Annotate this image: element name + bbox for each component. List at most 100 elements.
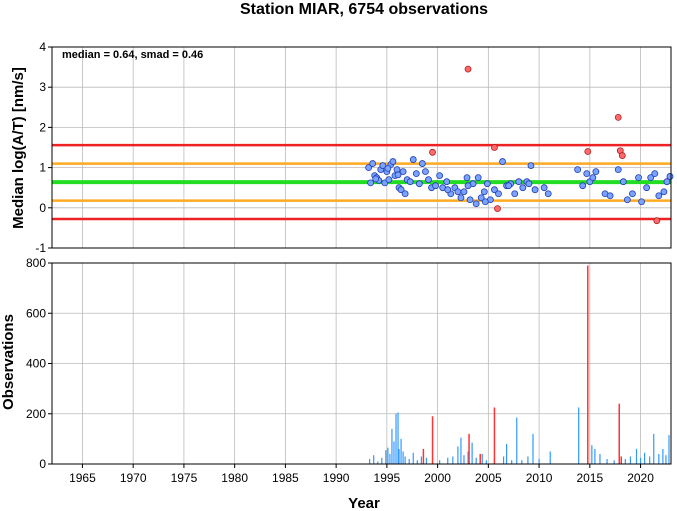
data-point xyxy=(666,173,674,180)
data-point xyxy=(443,178,451,186)
data-point xyxy=(589,174,597,182)
top-points xyxy=(365,65,674,225)
data-point xyxy=(647,174,655,182)
bottom-y-tick-label: 0 xyxy=(39,457,46,471)
data-point xyxy=(515,178,523,186)
top-y-tick-label: 3 xyxy=(39,80,46,94)
data-point xyxy=(505,182,513,190)
data-point xyxy=(472,200,480,208)
x-tick-label: 2015 xyxy=(576,471,603,485)
data-point xyxy=(525,180,533,188)
bottom-x-ticks: 1965 1970 1975 1980 1985 1990 1995 2000 2005 2010… xyxy=(69,464,654,485)
data-point xyxy=(635,174,642,182)
outlier-point xyxy=(429,148,436,156)
data-point xyxy=(527,162,535,169)
x-tick-label: 1965 xyxy=(69,471,96,485)
data-point xyxy=(460,188,468,196)
data-point xyxy=(409,156,417,163)
data-point xyxy=(412,170,420,178)
data-point xyxy=(495,190,502,198)
data-point xyxy=(474,174,482,182)
data-point xyxy=(629,190,636,198)
data-point xyxy=(422,168,429,176)
outlier-point xyxy=(464,65,472,73)
data-point xyxy=(660,188,668,196)
x-tick-label: 2020 xyxy=(627,471,654,485)
data-point xyxy=(367,179,375,187)
top-frame xyxy=(51,46,672,249)
data-point xyxy=(384,165,392,172)
outlier-point xyxy=(584,148,592,155)
data-point xyxy=(389,158,397,165)
data-point xyxy=(418,160,426,167)
bottom-y-tick-label: 400 xyxy=(26,357,46,371)
stats-annotation: median = 0.64, smad = 0.46 xyxy=(62,49,203,61)
data-point xyxy=(519,184,527,192)
data-point xyxy=(415,180,423,188)
data-point xyxy=(372,175,380,183)
data-point xyxy=(491,186,498,194)
data-point xyxy=(436,172,444,180)
top-y-tick-label: -1 xyxy=(35,241,46,255)
data-point xyxy=(379,162,387,169)
data-point xyxy=(619,178,627,186)
data-point xyxy=(544,190,552,198)
data-point xyxy=(477,194,485,202)
data-point xyxy=(638,198,645,206)
chart-title: Station MIAR, 6754 observations xyxy=(240,1,488,18)
data-point xyxy=(592,168,600,176)
bottom-y-axis-label: Observations xyxy=(0,314,17,410)
x-tick-label: 2010 xyxy=(526,471,553,485)
x-tick-label: 1980 xyxy=(221,471,248,485)
data-point xyxy=(643,184,651,192)
top-y-ticks: -1 0 1 2 3 4 xyxy=(35,40,52,255)
data-point xyxy=(394,171,402,179)
data-point xyxy=(385,176,393,184)
top-y-tick-label: 0 xyxy=(39,201,46,215)
bottom-y-tick-label: 800 xyxy=(26,256,46,270)
top-y-tick-label: 1 xyxy=(39,161,46,175)
data-point xyxy=(432,182,439,190)
data-point xyxy=(365,164,373,172)
outlier-point xyxy=(653,217,661,225)
outlier-point xyxy=(491,144,498,151)
data-point xyxy=(483,180,491,188)
data-point xyxy=(466,196,474,204)
top-y-axis-label: Median log(A/T) [nm/s] xyxy=(10,67,27,229)
data-point xyxy=(655,192,663,200)
bottom-y-tick-label: 600 xyxy=(26,306,46,320)
data-point xyxy=(623,196,631,204)
bottom-y-tick-label: 200 xyxy=(26,407,46,421)
data-point xyxy=(574,166,582,174)
data-point xyxy=(399,168,407,176)
bottom-bars xyxy=(369,265,670,464)
top-panel: -1 0 1 2 3 4 median = 0.64, smad = 0.46 Media… xyxy=(10,40,674,255)
data-point xyxy=(579,182,587,190)
data-point xyxy=(454,188,462,196)
bottom-y-ticks: 0 200 400 600 800 xyxy=(26,256,52,471)
data-point xyxy=(651,170,659,178)
data-point xyxy=(444,186,452,194)
x-tick-label: 1970 xyxy=(120,471,147,485)
top-y-tick-label: 2 xyxy=(39,120,46,134)
x-tick-label: 1995 xyxy=(374,471,401,485)
data-point xyxy=(499,158,506,165)
top-y-tick-label: 4 xyxy=(39,40,46,54)
top-reference-lines xyxy=(52,143,671,221)
data-point xyxy=(464,182,472,190)
x-tick-label: 2005 xyxy=(475,471,502,485)
data-point xyxy=(401,190,409,198)
data-point xyxy=(481,198,489,206)
data-point xyxy=(583,170,591,178)
data-point xyxy=(457,194,465,202)
outlier-point xyxy=(618,152,626,159)
x-tick-label: 1990 xyxy=(323,471,350,485)
data-point xyxy=(463,174,471,182)
data-point xyxy=(540,184,548,192)
data-point xyxy=(663,178,671,186)
data-point xyxy=(406,178,414,186)
data-point xyxy=(369,160,377,167)
outlier-point xyxy=(614,113,622,121)
